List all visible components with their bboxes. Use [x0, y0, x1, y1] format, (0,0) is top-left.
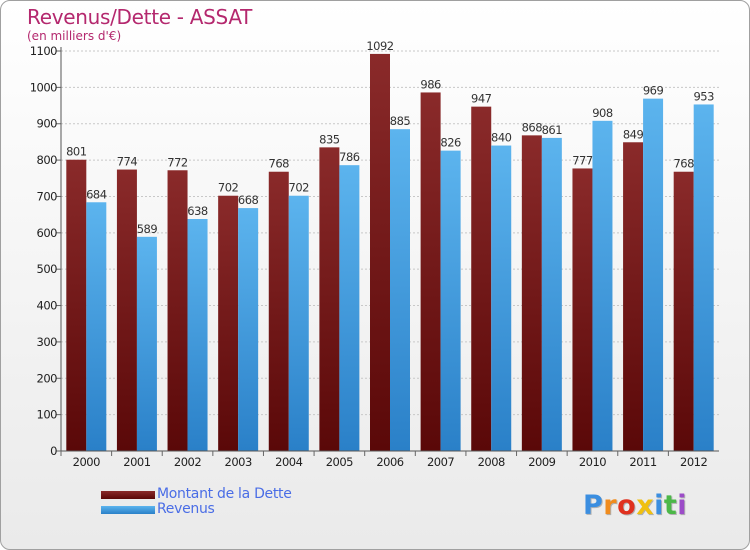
- y-tick-label: 100: [37, 408, 58, 422]
- y-tick-label: 0: [50, 444, 57, 458]
- bar-debt: [66, 159, 87, 451]
- bar-revenus: [187, 219, 208, 451]
- y-tick-label: 200: [37, 371, 58, 385]
- bar-revenus: [693, 104, 714, 452]
- logo-letter: o: [617, 490, 637, 521]
- x-tick-label: 2012: [680, 455, 707, 469]
- y-tick-label: 1000: [30, 80, 57, 94]
- bar-debt: [218, 195, 239, 451]
- data-label: 947: [471, 92, 492, 106]
- x-tick-label: 2000: [73, 455, 100, 469]
- data-label: 908: [592, 106, 613, 120]
- y-tick-label: 900: [37, 117, 58, 131]
- bar-debt: [572, 168, 593, 452]
- legend-swatch-debt: [101, 491, 155, 499]
- logo-letter: t: [663, 490, 678, 521]
- bar-debt: [167, 170, 188, 452]
- legend-label-revenus: Revenus: [157, 501, 215, 517]
- bar-revenus: [440, 150, 461, 452]
- bar-revenus: [390, 129, 410, 451]
- data-label: 777: [572, 153, 593, 167]
- bar-debt: [116, 169, 137, 451]
- x-tick-label: 2010: [579, 455, 606, 469]
- legend-swatch-revenus: [101, 506, 155, 514]
- bar-revenus: [339, 165, 360, 451]
- y-tick-label: 700: [37, 189, 58, 203]
- logo-letter: r: [603, 490, 618, 521]
- legend-label-debt: Montant de la Dette: [157, 486, 292, 502]
- bar-debt: [623, 142, 644, 452]
- bar-revenus: [491, 145, 512, 451]
- x-tick-label: 2005: [326, 455, 353, 469]
- x-tick-label: 2006: [376, 455, 403, 469]
- data-label: 702: [289, 181, 310, 195]
- chart-title: Revenus/Dette - ASSAT: [27, 5, 253, 29]
- data-label: 768: [269, 157, 290, 171]
- data-label: 826: [440, 136, 461, 150]
- y-tick-label: 500: [37, 262, 58, 276]
- data-label: 861: [542, 123, 563, 137]
- data-label: 702: [218, 181, 239, 195]
- proxiti-logo: Proxiti: [583, 490, 687, 521]
- data-label: 768: [673, 157, 694, 171]
- bar-debt: [673, 171, 694, 451]
- data-label: 849: [623, 127, 644, 141]
- x-tick-label: 2004: [275, 455, 302, 469]
- data-label: 589: [137, 222, 158, 236]
- data-label: 969: [643, 84, 664, 98]
- data-label: 774: [117, 155, 138, 169]
- bar-revenus: [541, 137, 562, 451]
- x-tick-label: 2003: [225, 455, 252, 469]
- data-label: 868: [522, 120, 543, 134]
- data-label: 638: [187, 204, 208, 218]
- data-label: 885: [390, 114, 411, 128]
- data-label: 668: [238, 193, 259, 207]
- bar-revenus: [643, 98, 664, 452]
- bar-debt: [319, 147, 340, 451]
- bar-revenus: [86, 202, 107, 451]
- chart-subtitle: (en milliers d'€): [27, 29, 122, 43]
- x-tick-label: 2007: [427, 455, 454, 469]
- logo-letter: P: [583, 490, 604, 521]
- x-tick-label: 2001: [123, 455, 150, 469]
- bar-debt: [420, 92, 441, 452]
- y-tick-label: 300: [37, 335, 58, 349]
- bar-revenus: [288, 195, 309, 451]
- x-tick-label: 2002: [174, 455, 201, 469]
- data-label: 772: [167, 155, 188, 169]
- y-tick-label: 600: [37, 226, 58, 240]
- data-label: 684: [86, 187, 107, 201]
- data-label: 953: [693, 89, 714, 103]
- data-label: 801: [66, 145, 87, 159]
- data-label: 1092: [366, 39, 393, 53]
- x-tick-label: 2008: [478, 455, 505, 469]
- y-tick-label: 1100: [30, 44, 57, 58]
- data-label: 835: [319, 132, 340, 146]
- bar-revenus: [136, 236, 157, 451]
- x-tick-label: 2009: [528, 455, 555, 469]
- y-tick-label: 400: [37, 299, 58, 313]
- bar-debt: [521, 135, 542, 451]
- bar-revenus: [238, 208, 259, 451]
- x-tick-label: 2011: [629, 455, 656, 469]
- data-label: 840: [491, 131, 512, 145]
- bar-debt: [471, 106, 492, 452]
- data-label: 786: [339, 150, 360, 164]
- logo-letter: x: [636, 490, 655, 521]
- data-label: 986: [420, 77, 441, 91]
- bar-debt: [370, 53, 390, 452]
- logo-letter: i: [677, 490, 688, 521]
- bar-debt: [268, 171, 289, 451]
- logo-letter: i: [654, 490, 664, 521]
- bar-revenus: [592, 120, 613, 452]
- y-tick-label: 800: [37, 153, 58, 167]
